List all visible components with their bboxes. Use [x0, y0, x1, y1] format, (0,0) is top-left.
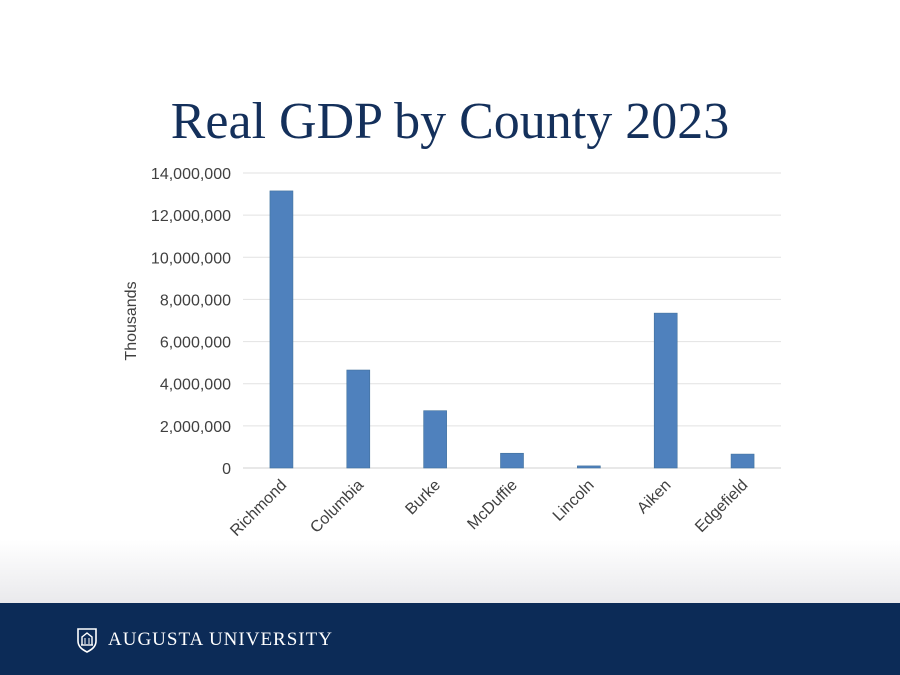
slide-title: Real GDP by County 2023 [170, 93, 730, 150]
augusta-university-shield-icon [77, 628, 97, 653]
y-tick-label: 10,000,000 [151, 250, 231, 267]
y-tick-label: 8,000,000 [160, 292, 231, 309]
x-axis-ticks: Richmond Columbia Burke McDuffie Lincoln Aike… [227, 477, 751, 540]
x-tick-label: Burke [402, 477, 444, 519]
y-axis-label: Thousands [123, 281, 140, 360]
y-tick-label: 0 [222, 461, 231, 478]
y-axis-ticks: 0 2,000,000 4,000,000 6,000,000 8,000,000 10,… [151, 166, 231, 478]
bar-aiken [653, 312, 678, 469]
x-tick-label: Aiken [634, 477, 674, 517]
y-tick-label: 2,000,000 [160, 419, 231, 436]
y-tick-label: 4,000,000 [160, 377, 231, 394]
bar-chart: 0 2,000,000 4,000,000 6,000,000 8,000,000 10,… [123, 166, 781, 540]
bar-mcduffie [500, 452, 524, 469]
footer-bar: AUGUSTA UNIVERSITY [0, 603, 900, 675]
brand-name: AUGUSTA UNIVERSITY [108, 629, 333, 650]
footer-logo: AUGUSTA UNIVERSITY [76, 627, 333, 653]
gridlines [243, 172, 781, 469]
bar-richmond [269, 190, 294, 469]
bar-columbia [346, 369, 371, 469]
x-tick-label: Edgefield [692, 477, 751, 536]
y-tick-label: 6,000,000 [160, 335, 231, 352]
bar-edgefield [730, 453, 755, 469]
bar-burke [423, 410, 447, 469]
x-tick-label: Richmond [227, 477, 290, 540]
x-tick-label: Columbia [307, 477, 367, 537]
bars [269, 190, 755, 469]
bar-lincoln [577, 465, 601, 469]
x-tick-label: Lincoln [550, 477, 598, 525]
y-tick-label: 12,000,000 [151, 208, 231, 225]
y-tick-label: 14,000,000 [151, 166, 231, 183]
slide-bottom-fade [0, 540, 900, 604]
x-tick-label: McDuffie [464, 477, 521, 534]
